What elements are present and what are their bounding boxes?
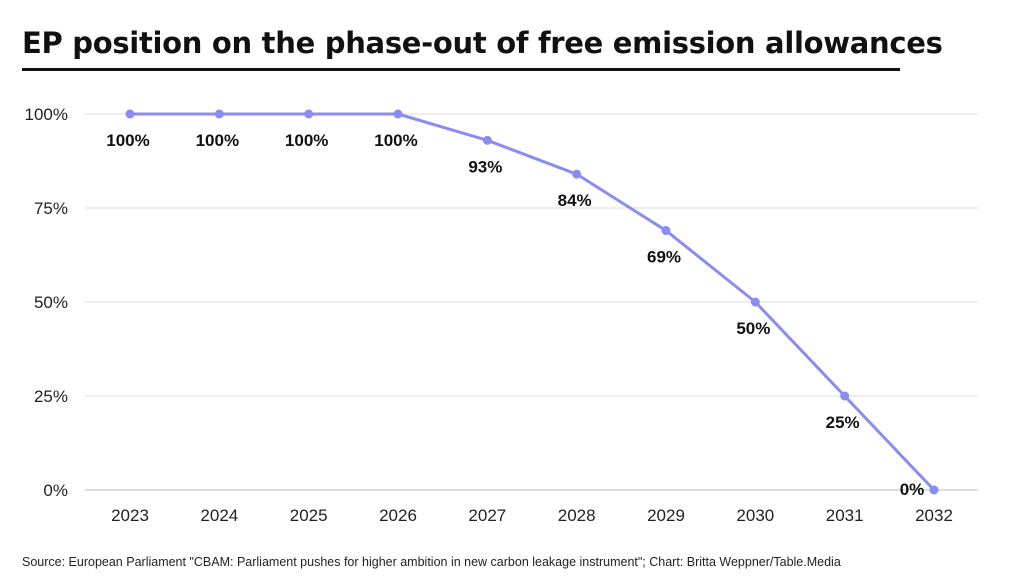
data-point [572,169,582,179]
x-tick-label: 2028 [558,506,596,525]
y-tick-label: 50% [34,293,68,312]
data-labels: 100% 100% 100% 100% 93% 84% 69% 50% 25% 0% [106,131,924,499]
data-label: 50% [736,319,770,338]
x-tick-label: 2032 [915,506,953,525]
data-point [929,485,939,495]
y-tick-label: 75% [34,199,68,218]
x-tick-label: 2025 [290,506,328,525]
source-note: Source: European Parliament "CBAM: Parli… [22,555,841,569]
data-point [393,109,403,119]
data-label: 100% [285,131,328,150]
chart-title: EP position on the phase-out of free emi… [22,26,943,60]
x-axis-tick-labels: 2023 2024 2025 2026 2027 2028 2029 2030 2031 2032 [111,506,953,525]
y-axis-tick-labels: 0% 25% 50% 75% 100% [25,105,68,500]
data-point [840,391,850,401]
x-tick-label: 2030 [736,506,774,525]
data-points [125,109,939,495]
data-point [304,109,314,119]
data-label: 93% [468,157,502,176]
x-tick-label: 2027 [468,506,506,525]
data-point [661,226,671,236]
x-tick-label: 2024 [200,506,238,525]
title-underline [22,68,900,71]
grid-lines [85,113,978,491]
data-point [125,109,135,119]
y-tick-label: 100% [25,105,68,124]
data-label: 69% [647,248,681,267]
y-tick-label: 0% [43,481,68,500]
data-label: 0% [900,480,925,499]
series-polyline [128,112,936,492]
data-point [750,297,760,307]
x-tick-label: 2029 [647,506,685,525]
y-tick-label: 25% [34,387,68,406]
data-label: 25% [826,413,860,432]
x-tick-label: 2023 [111,506,149,525]
data-label: 100% [196,131,239,150]
data-label: 100% [374,131,417,150]
data-point [214,109,224,119]
x-tick-label: 2026 [379,506,417,525]
data-point [482,135,492,145]
x-tick-label: 2031 [826,506,864,525]
series-line [128,112,936,492]
data-label: 84% [558,191,592,210]
data-label: 100% [106,131,149,150]
